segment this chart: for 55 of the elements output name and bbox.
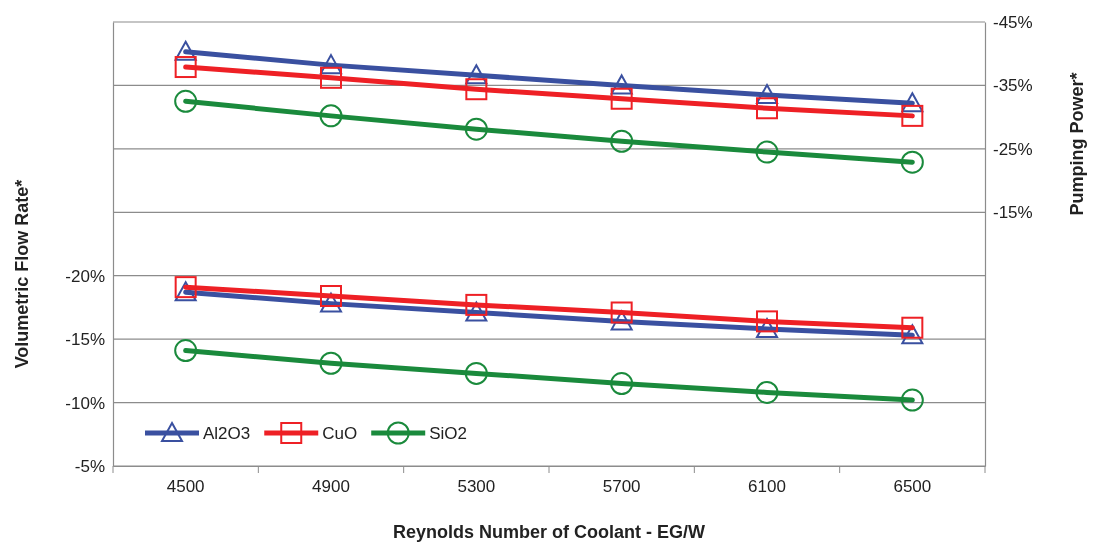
y2-tick-label: -15% <box>993 203 1033 223</box>
point <box>756 83 778 104</box>
legend-label: CuO <box>322 424 358 443</box>
point <box>901 316 924 339</box>
legend-label: Al2O3 <box>203 424 251 443</box>
y-axis-title: Volumetric Flow Rate* <box>12 179 32 369</box>
x-tick-label: 6100 <box>748 477 786 497</box>
point <box>465 64 488 85</box>
point <box>756 310 778 333</box>
point <box>756 317 778 338</box>
y-tick-label: -20% <box>65 266 105 286</box>
point <box>901 104 924 127</box>
point <box>755 380 779 404</box>
x-tick-label: 5700 <box>602 477 641 497</box>
x-axis-title: Reynolds Number of Coolant - EG/W <box>392 522 706 542</box>
y2-tick-label: -35% <box>993 76 1033 96</box>
point <box>610 74 633 95</box>
point <box>465 293 488 316</box>
point <box>320 292 342 313</box>
y-tick-label: -15% <box>65 330 105 350</box>
point <box>320 285 342 308</box>
y-tick-label: -5% <box>74 456 105 476</box>
point <box>319 351 343 375</box>
point <box>610 372 634 396</box>
point <box>755 140 779 164</box>
y2-axis-title: Pumping Power* <box>1067 72 1087 216</box>
point <box>174 89 198 113</box>
x-tick-label: 6500 <box>893 477 932 497</box>
point <box>465 301 488 322</box>
y2-tick-label: -45% <box>993 12 1033 32</box>
point <box>901 92 924 113</box>
point <box>610 129 634 153</box>
x-tick-label: 5300 <box>457 477 496 497</box>
point <box>320 66 342 89</box>
point <box>320 54 342 75</box>
point <box>756 97 778 120</box>
y-tick-label: -10% <box>65 393 105 413</box>
point <box>174 56 197 79</box>
y2-tick-label: -25% <box>993 139 1033 159</box>
point <box>174 276 197 299</box>
point <box>900 388 924 412</box>
legend-label: SiO2 <box>429 424 468 443</box>
point <box>900 150 924 174</box>
x-tick-label: 4900 <box>312 477 350 497</box>
x-tick-label: 4500 <box>166 477 205 497</box>
point <box>464 361 488 385</box>
point <box>464 117 488 141</box>
point <box>465 78 488 101</box>
point <box>174 339 198 363</box>
point <box>319 104 343 128</box>
point <box>901 324 924 345</box>
point <box>174 281 197 302</box>
point <box>610 301 633 324</box>
point <box>610 87 633 110</box>
point <box>174 40 197 61</box>
